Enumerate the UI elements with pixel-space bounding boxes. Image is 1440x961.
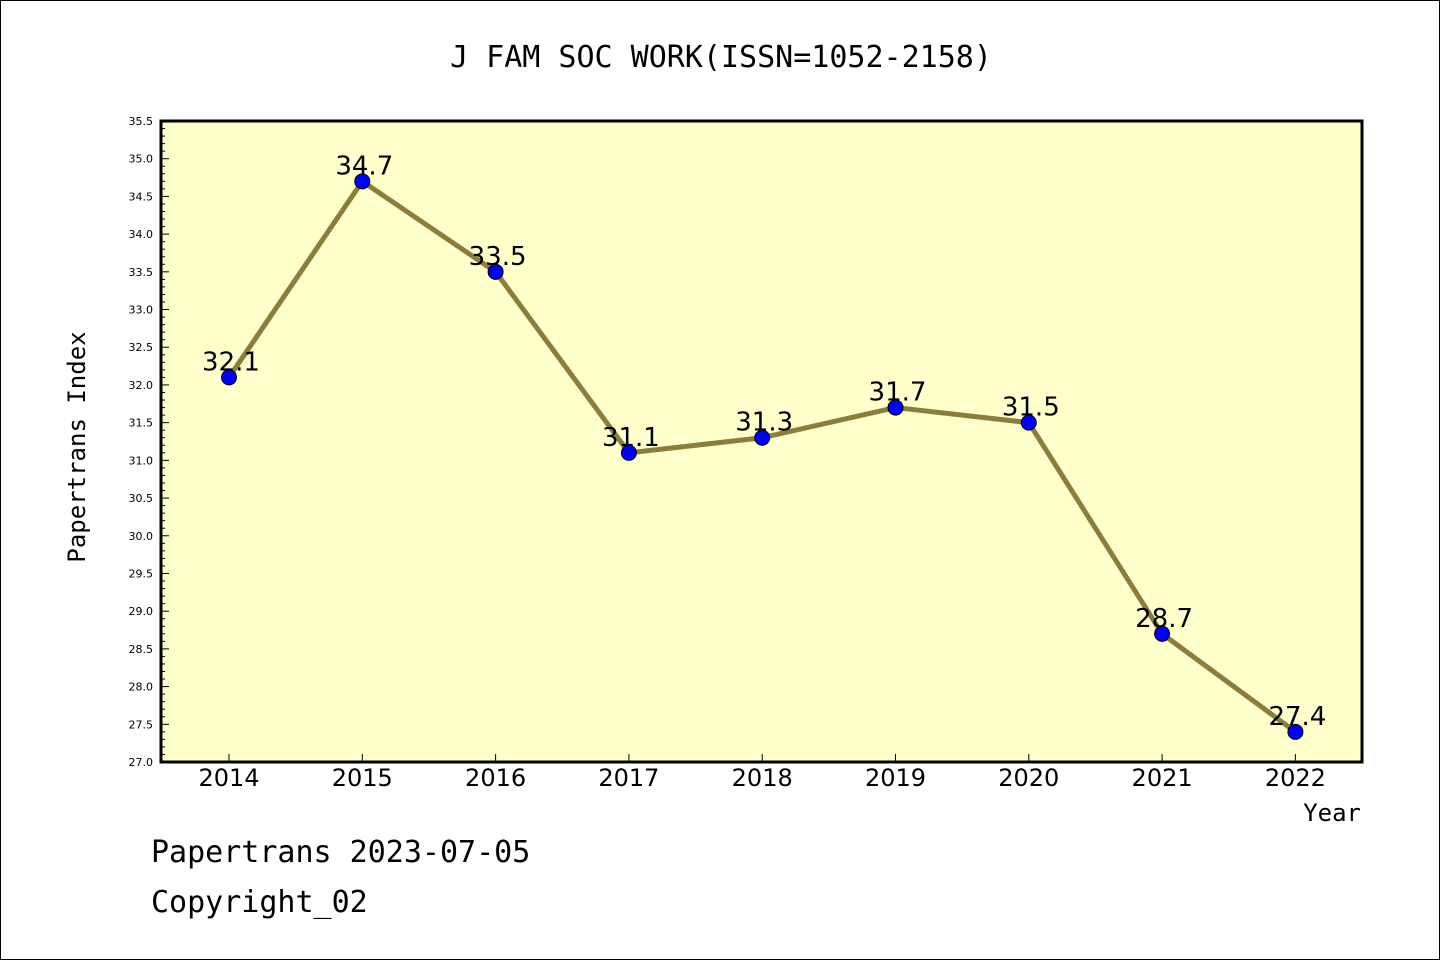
y-tick-label: 32.0 xyxy=(129,379,154,392)
x-tick-label: 2015 xyxy=(332,764,393,792)
footer-copyright-line: Copyright_02 xyxy=(151,885,368,920)
data-point xyxy=(487,263,504,280)
y-tick-label: 34.5 xyxy=(129,190,154,203)
footer-date-line: Papertrans 2023-07-05 xyxy=(151,835,531,870)
data-label: 34.7 xyxy=(335,151,393,181)
y-axis-label: Papertrans Index xyxy=(63,331,91,562)
y-tick-label: 29.5 xyxy=(129,567,154,580)
data-point xyxy=(1154,625,1171,642)
data-label: 31.5 xyxy=(1002,393,1060,423)
data-label: 33.5 xyxy=(469,242,527,272)
data-point xyxy=(887,399,904,416)
data-point xyxy=(620,444,637,461)
data-point xyxy=(354,173,371,190)
y-tick-label: 28.0 xyxy=(129,681,154,694)
y-tick-label: 30.0 xyxy=(129,530,154,543)
data-label: 31.3 xyxy=(735,408,793,438)
y-tick-label: 27.0 xyxy=(129,756,154,769)
y-tick-label: 34.0 xyxy=(129,228,154,241)
x-tick-label: 2016 xyxy=(465,764,526,792)
y-tick-label: 31.0 xyxy=(129,454,154,467)
data-point xyxy=(221,369,237,386)
y-axis-ticks: 27.0 27.5 28.0 28.5 29.0 29.5 30.0 30.5 31.0 31.5… xyxy=(129,115,169,769)
y-tick-label: 31.5 xyxy=(129,417,154,430)
x-tick-label: 2022 xyxy=(1265,764,1326,792)
y-tick-label: 32.5 xyxy=(129,341,154,354)
x-tick-label: 2020 xyxy=(998,764,1059,792)
data-point xyxy=(1020,414,1037,431)
x-tick-label: 2014 xyxy=(198,764,259,792)
x-tick-label: 2019 xyxy=(865,764,926,792)
data-label: 32.1 xyxy=(202,347,260,377)
y-tick-label: 33.0 xyxy=(129,304,154,317)
x-tick-label: 2021 xyxy=(1132,764,1193,792)
y-tick-label: 35.0 xyxy=(129,153,154,166)
y-tick-label: 33.5 xyxy=(129,266,154,279)
y-tick-label: 35.5 xyxy=(129,115,154,128)
series-layer: 32.1 34.7 33.5 31.1 31.3 31.7 31.5 28.7 27.4 xyxy=(202,151,1326,740)
data-label: 27.4 xyxy=(1268,702,1326,732)
x-tick-label: 2017 xyxy=(598,764,659,792)
chart-title: J FAM SOC WORK(ISSN=1052-2158) xyxy=(450,40,992,75)
data-point xyxy=(754,429,771,446)
y-tick-label: 30.5 xyxy=(129,492,154,505)
x-axis-label: Year xyxy=(1303,799,1361,827)
y-tick-label: 27.5 xyxy=(129,718,154,731)
x-tick-label: 2018 xyxy=(732,764,793,792)
data-label: 28.7 xyxy=(1135,604,1193,634)
data-point xyxy=(1287,723,1304,740)
y-tick-label: 28.5 xyxy=(129,643,154,656)
data-label: 31.1 xyxy=(602,423,660,453)
y-tick-label: 29.0 xyxy=(129,605,154,618)
data-label: 31.7 xyxy=(869,378,927,408)
x-axis-ticks: 2014 2015 2016 2017 2018 2019 2020 2021 2022 xyxy=(198,754,1326,792)
